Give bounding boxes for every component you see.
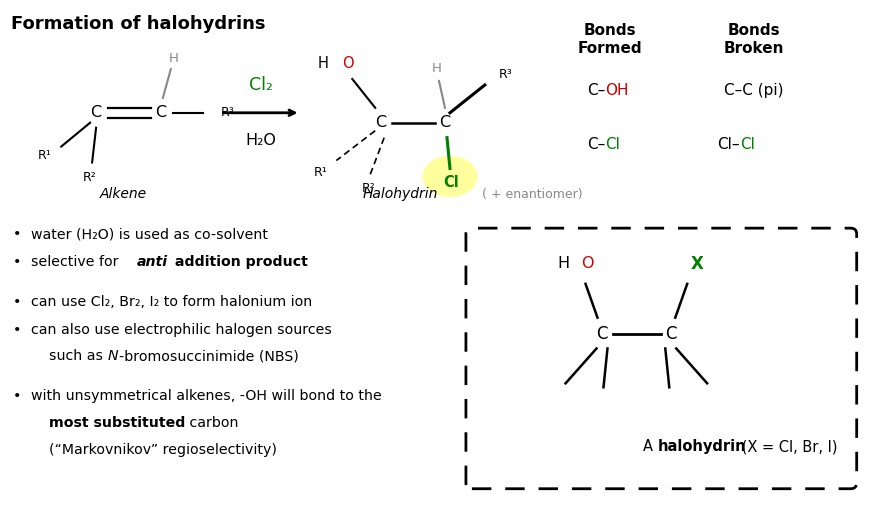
Text: Cl: Cl bbox=[443, 175, 459, 190]
Text: R¹: R¹ bbox=[37, 149, 51, 162]
Text: C–C (pi): C–C (pi) bbox=[724, 83, 784, 98]
Text: O: O bbox=[342, 56, 354, 71]
Text: carbon: carbon bbox=[185, 416, 238, 430]
Text: R³: R³ bbox=[499, 69, 512, 81]
Text: such as: such as bbox=[49, 350, 108, 364]
Text: R¹: R¹ bbox=[313, 166, 327, 179]
Text: Cl: Cl bbox=[605, 137, 620, 152]
Text: H: H bbox=[318, 56, 328, 71]
Text: selective for: selective for bbox=[31, 255, 123, 269]
Text: can also use electrophilic halogen sources: can also use electrophilic halogen sourc… bbox=[31, 323, 333, 336]
Text: C: C bbox=[155, 105, 167, 120]
Text: C: C bbox=[595, 325, 607, 343]
Text: C: C bbox=[91, 105, 101, 120]
Text: C: C bbox=[375, 115, 385, 130]
Ellipse shape bbox=[423, 157, 477, 196]
Text: Halohydrin: Halohydrin bbox=[363, 187, 437, 201]
Text: R²: R² bbox=[362, 182, 375, 195]
Text: O: O bbox=[581, 257, 594, 271]
Text: •: • bbox=[13, 255, 21, 269]
Text: C–: C– bbox=[587, 137, 605, 152]
Text: R²: R² bbox=[83, 171, 97, 184]
Text: anti: anti bbox=[137, 255, 168, 269]
Text: ( + enantiomer): ( + enantiomer) bbox=[482, 188, 582, 201]
Text: •: • bbox=[13, 227, 21, 241]
Text: H: H bbox=[557, 257, 570, 271]
Text: H: H bbox=[432, 61, 442, 75]
Text: Bonds
Broken: Bonds Broken bbox=[724, 23, 784, 56]
Text: H₂O: H₂O bbox=[245, 133, 276, 148]
Text: A: A bbox=[643, 439, 657, 454]
Text: R³: R³ bbox=[220, 106, 235, 119]
Text: •: • bbox=[13, 323, 21, 336]
Text: H: H bbox=[169, 52, 179, 65]
Text: Formation of halohydrins: Formation of halohydrins bbox=[11, 15, 265, 33]
Text: •: • bbox=[13, 389, 21, 403]
Text: •: • bbox=[13, 295, 21, 309]
Text: can use Cl₂, Br₂, I₂ to form halonium ion: can use Cl₂, Br₂, I₂ to form halonium io… bbox=[31, 295, 312, 309]
Text: most substituted: most substituted bbox=[49, 416, 185, 430]
Text: Cl: Cl bbox=[740, 137, 755, 152]
Text: halohydrin: halohydrin bbox=[657, 439, 746, 454]
Text: water (H₂O) is used as co-solvent: water (H₂O) is used as co-solvent bbox=[31, 227, 268, 241]
Text: X: X bbox=[691, 255, 704, 273]
Text: C: C bbox=[666, 325, 677, 343]
Text: OH: OH bbox=[605, 83, 629, 98]
Text: Cl₂: Cl₂ bbox=[249, 76, 273, 94]
Text: (“Markovnikov” regioselectivity): (“Markovnikov” regioselectivity) bbox=[49, 443, 277, 457]
Text: Alkene: Alkene bbox=[100, 187, 146, 201]
Text: (X = Cl, Br, I): (X = Cl, Br, I) bbox=[737, 439, 838, 454]
Text: with unsymmetrical alkenes, -OH will bond to the: with unsymmetrical alkenes, -OH will bon… bbox=[31, 389, 382, 403]
Text: addition product: addition product bbox=[170, 255, 308, 269]
Text: Bonds
Formed: Bonds Formed bbox=[577, 23, 642, 56]
Text: N: N bbox=[108, 350, 119, 364]
Text: C–: C– bbox=[587, 83, 605, 98]
Text: C: C bbox=[439, 115, 451, 130]
FancyBboxPatch shape bbox=[466, 228, 856, 489]
Text: -bromosuccinimide (NBS): -bromosuccinimide (NBS) bbox=[119, 350, 299, 364]
Text: Cl–: Cl– bbox=[718, 137, 740, 152]
